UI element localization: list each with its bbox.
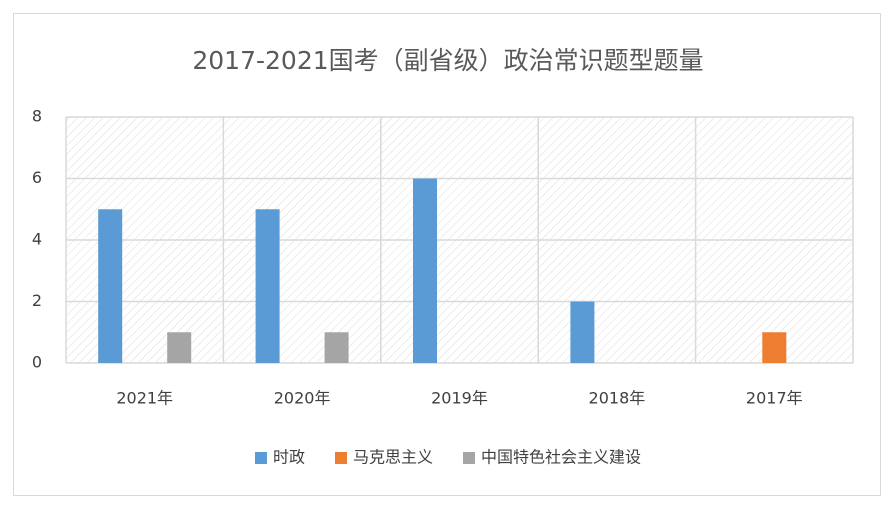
bar [167, 332, 192, 363]
bar [413, 178, 437, 363]
y-tick-label: 6 [32, 168, 42, 187]
bar [255, 209, 280, 363]
bar [570, 301, 595, 363]
legend-swatch [463, 452, 476, 464]
x-tick-label: 2019年 [431, 389, 488, 408]
legend-label: 时政 [273, 448, 305, 467]
x-tick-label: 2020年 [274, 389, 331, 408]
x-tick-label: 2021年 [116, 389, 173, 408]
y-tick-label: 8 [32, 107, 42, 126]
bar [98, 209, 123, 363]
bar [762, 332, 787, 363]
x-tick-label: 2018年 [589, 389, 646, 408]
bar [324, 332, 349, 363]
legend-label: 马克思主义 [353, 448, 433, 467]
y-tick-label: 4 [32, 230, 42, 249]
legend-swatch [334, 452, 347, 464]
y-tick-label: 2 [32, 291, 42, 310]
x-tick-label: 2017年 [746, 389, 803, 408]
legend-label: 中国特色社会主义建设 [481, 448, 641, 467]
legend-swatch [254, 452, 267, 464]
chart-title: 2017-2021国考（副省级）政治常识题型题量 [192, 46, 703, 75]
y-tick-label: 0 [32, 353, 42, 372]
